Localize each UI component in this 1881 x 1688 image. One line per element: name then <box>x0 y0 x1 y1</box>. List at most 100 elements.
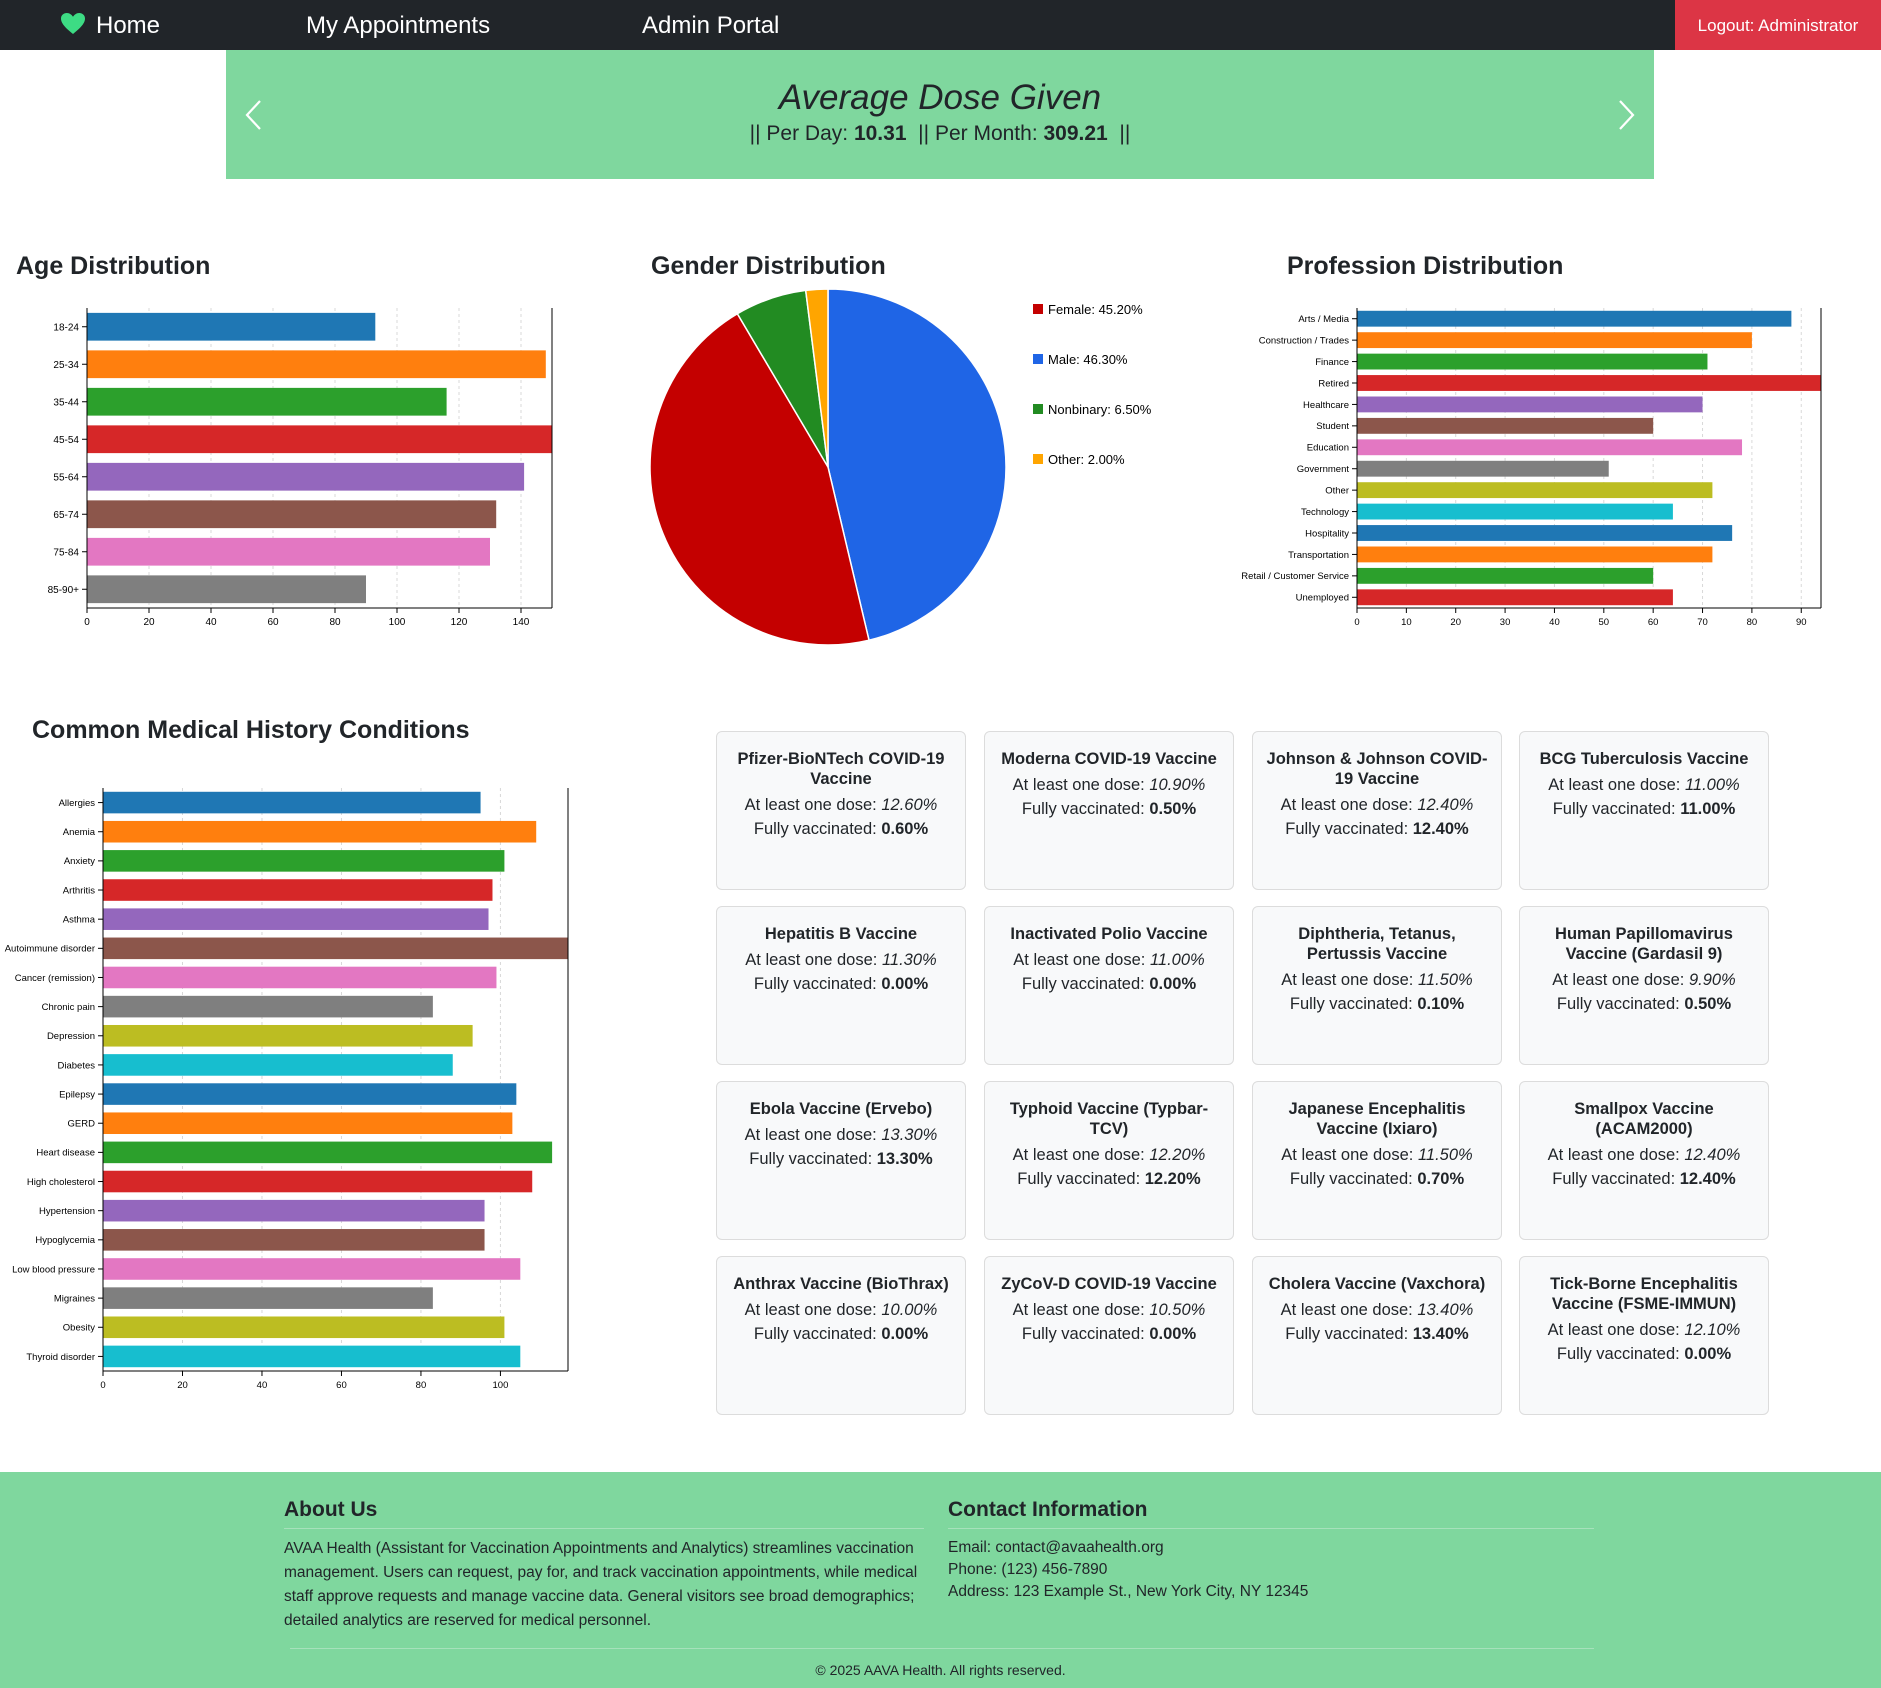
dose-label: At least one dose: <box>1547 1321 1680 1339</box>
vaccine-dose-line: At least one dose: 12.60% <box>729 793 953 817</box>
full-value: 0.00% <box>881 1325 929 1343</box>
y-tick-label: 45-54 <box>53 435 79 446</box>
dose-value: 11.00% <box>1684 776 1740 794</box>
legend-swatch <box>1033 454 1043 464</box>
dose-label: At least one dose: <box>1280 1301 1413 1319</box>
vaccine-card: Smallpox Vaccine (ACAM2000) At least one … <box>1519 1081 1769 1240</box>
x-tick-label: 10 <box>1401 617 1412 628</box>
y-tick-label: Chronic pain <box>42 1002 95 1013</box>
bar <box>1357 439 1743 456</box>
contact-info-heading: Contact Information <box>948 1498 1594 1529</box>
gender-distribution-title: Gender Distribution <box>651 252 886 280</box>
vaccine-full-line: Fully vaccinated: 0.00% <box>1532 1342 1756 1366</box>
x-tick-label: 20 <box>143 617 155 628</box>
x-tick-label: 40 <box>205 617 217 628</box>
bar <box>1357 546 1713 563</box>
bar <box>103 1229 485 1251</box>
bar <box>1357 482 1713 499</box>
bar <box>103 1112 513 1135</box>
dose-label: At least one dose: <box>744 796 877 814</box>
y-tick-label: Allergies <box>59 798 96 809</box>
dose-label: At least one dose: <box>1280 796 1413 814</box>
vaccine-full-line: Fully vaccinated: 13.40% <box>1265 1322 1489 1346</box>
bar <box>1357 460 1609 477</box>
bar <box>103 1199 485 1222</box>
heart-icon <box>61 12 85 34</box>
y-tick-label: 65-74 <box>53 510 79 521</box>
vaccine-dose-line: At least one dose: 11.50% <box>1265 968 1489 992</box>
vaccine-dose-line: At least one dose: 12.40% <box>1265 793 1489 817</box>
full-value: 0.10% <box>1417 995 1465 1013</box>
full-label: Fully vaccinated: <box>749 1150 873 1168</box>
pie-slice <box>827 288 1007 642</box>
vaccine-name: Smallpox Vaccine (ACAM2000) <box>1574 1100 1714 1138</box>
full-label: Fully vaccinated: <box>753 820 877 838</box>
y-tick-label: Diabetes <box>58 1060 96 1071</box>
footer-divider <box>290 1648 1594 1649</box>
full-label: Fully vaccinated: <box>1556 1345 1680 1363</box>
full-value: 0.00% <box>881 975 929 993</box>
dose-label: At least one dose: <box>744 1301 877 1319</box>
y-tick-label: Hypertension <box>39 1206 95 1217</box>
y-tick-label: Epilepsy <box>59 1089 95 1100</box>
carousel-title: Average Dose Given <box>778 78 1102 117</box>
vaccine-card: Typhoid Vaccine (Typbar-TCV) At least one… <box>984 1081 1234 1240</box>
vaccine-card: ZyCoV-D COVID-19 Vaccine At least one dos… <box>984 1256 1234 1415</box>
y-tick-label: Healthcare <box>1303 400 1349 411</box>
vaccine-dose-line: At least one dose: 10.50% <box>997 1298 1221 1322</box>
vaccine-full-line: Fully vaccinated: 0.10% <box>1265 992 1489 1016</box>
dose-label: At least one dose: <box>1547 1146 1680 1164</box>
bar <box>1357 503 1673 520</box>
vaccine-full-line: Fully vaccinated: 0.00% <box>997 1322 1221 1346</box>
x-tick-label: 60 <box>336 1380 347 1391</box>
footer-contact-section: Contact Information Email: contact@avaah… <box>948 1498 1594 1603</box>
full-value: 12.20% <box>1144 1170 1201 1188</box>
bar <box>103 1083 517 1105</box>
y-tick-label: Autoimmune disorder <box>5 944 95 955</box>
x-tick-label: 70 <box>1697 617 1708 628</box>
chevron-right-icon[interactable] <box>1614 98 1638 132</box>
vaccine-name: Hepatitis B Vaccine <box>764 925 918 943</box>
vaccine-name: Inactivated Polio Vaccine <box>1010 925 1208 943</box>
per-month-label: Per Month: <box>934 122 1038 145</box>
vaccine-name: Diphtheria, Tetanus, Pertussis Vaccine <box>1298 925 1456 963</box>
nav-admin-portal-link[interactable]: Admin Portal <box>642 12 780 39</box>
chevron-left-icon[interactable] <box>242 98 266 132</box>
bar <box>87 387 447 416</box>
full-value: 0.70% <box>1417 1170 1465 1188</box>
y-tick-label: Heart disease <box>36 1148 95 1159</box>
vaccine-dose-line: At least one dose: 10.00% <box>729 1298 953 1322</box>
vaccine-dose-line: At least one dose: 12.10% <box>1532 1318 1756 1342</box>
bar <box>103 1316 505 1339</box>
full-value: 13.30% <box>876 1150 933 1168</box>
legend-label: Other: 2.00% <box>1048 452 1125 467</box>
bar <box>1357 332 1752 349</box>
nav-home-link[interactable]: Home <box>60 0 160 50</box>
y-tick-label: Obesity <box>63 1323 95 1334</box>
x-tick-label: 40 <box>257 1380 268 1391</box>
x-tick-label: 20 <box>1450 617 1461 628</box>
logout-button[interactable]: Logout: Administrator <box>1675 0 1881 50</box>
full-value: 11.00% <box>1680 800 1736 818</box>
x-tick-label: 20 <box>177 1380 188 1391</box>
full-value: 13.40% <box>1412 1325 1469 1343</box>
full-label: Fully vaccinated: <box>1021 975 1145 993</box>
x-tick-label: 100 <box>493 1380 509 1391</box>
dose-value: 10.50% <box>1149 1301 1206 1319</box>
vaccine-dose-line: At least one dose: 12.40% <box>1532 1143 1756 1167</box>
vaccine-full-line: Fully vaccinated: 12.40% <box>1532 1167 1756 1191</box>
dose-label: At least one dose: <box>744 1126 877 1144</box>
bar <box>1357 375 1821 391</box>
vaccine-name: Tick-Borne Encephalitis Vaccine (FSME-IM… <box>1550 1275 1738 1313</box>
y-tick-label: High cholesterol <box>27 1177 95 1188</box>
y-tick-label: Technology <box>1301 507 1349 518</box>
nav-my-appointments-link[interactable]: My Appointments <box>306 12 491 39</box>
y-tick-label: Cancer (remission) <box>15 973 95 984</box>
bar <box>103 937 568 960</box>
pie-slice <box>649 312 870 646</box>
full-value: 0.50% <box>1684 995 1732 1013</box>
dose-value: 10.00% <box>881 1301 938 1319</box>
per-month-value: 309.21 <box>1043 122 1108 145</box>
nav-home-label: Home <box>96 12 161 39</box>
vaccine-card: Tick-Borne Encephalitis Vaccine (FSME-IM… <box>1519 1256 1769 1415</box>
